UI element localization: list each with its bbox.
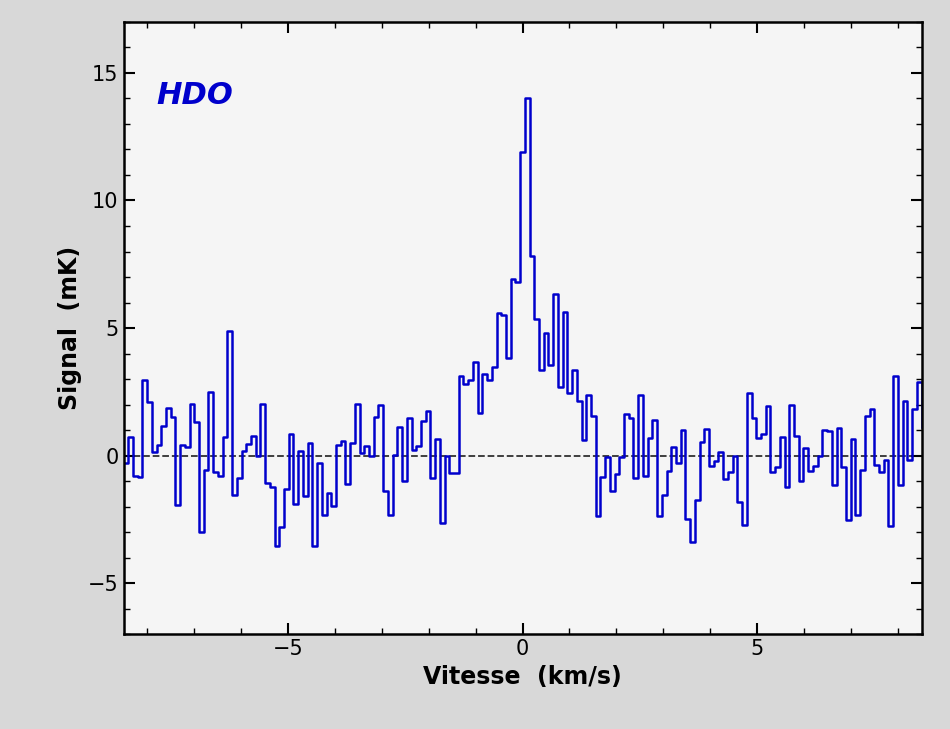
Text: HDO: HDO (157, 80, 233, 109)
X-axis label: Vitesse  (km/s): Vitesse (km/s) (423, 665, 622, 689)
Y-axis label: Signal  (mK): Signal (mK) (58, 246, 83, 410)
